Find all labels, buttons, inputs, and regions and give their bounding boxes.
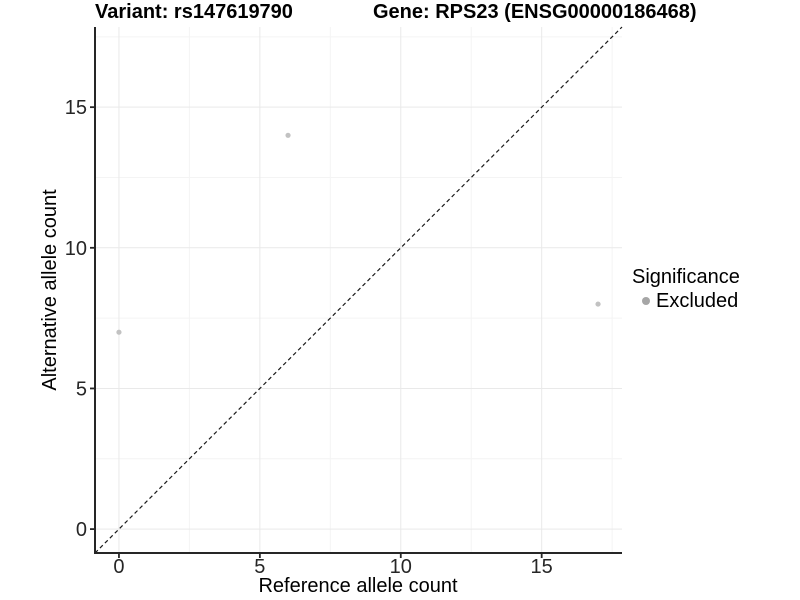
x-tick-label: 10	[390, 556, 412, 578]
legend-item-label: Excluded	[656, 290, 739, 312]
legend-point-icon	[642, 297, 650, 305]
x-axis-title: Reference allele count	[258, 575, 457, 597]
y-axis-title: Alternative allele count	[39, 189, 61, 391]
identity-line	[94, 26, 623, 554]
data-point	[285, 132, 291, 138]
legend-title: Significance	[632, 266, 740, 288]
x-tick-label: 15	[531, 556, 553, 578]
plot-title-gene: Gene: RPS23 (ENSG00000186468)	[373, 1, 697, 23]
data-point	[116, 329, 122, 335]
y-tick-label: 15	[65, 97, 87, 119]
legend-item-excluded: Excluded	[632, 290, 740, 312]
data-point	[595, 301, 601, 307]
x-tick-label: 5	[254, 556, 265, 578]
y-tick-label: 5	[76, 378, 87, 400]
x-tick-label: 0	[113, 556, 124, 578]
y-tick-label: 0	[76, 519, 87, 541]
legend: Significance Excluded	[632, 266, 740, 312]
plot-title-variant: Variant: rs147619790	[95, 1, 293, 23]
y-tick-label: 10	[65, 238, 87, 260]
